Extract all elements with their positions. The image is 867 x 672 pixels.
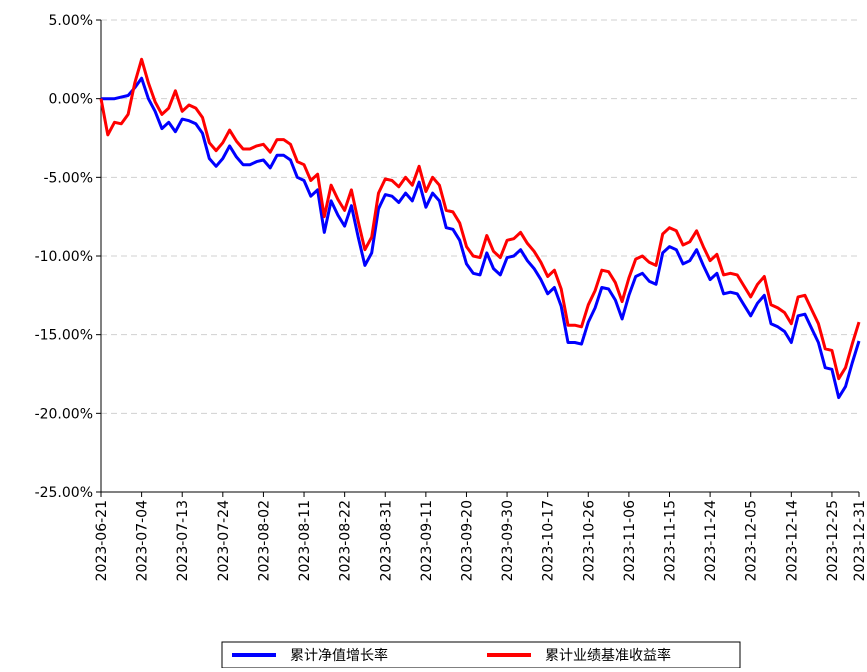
y-tick-label: -5.00% bbox=[43, 170, 93, 186]
x-tick-label: 2023-11-15 bbox=[663, 500, 679, 581]
x-tick-label: 2023-12-14 bbox=[784, 500, 800, 581]
y-tick-label: -10.00% bbox=[35, 249, 93, 265]
x-tick-label: 2023-09-30 bbox=[500, 500, 516, 581]
y-tick-label: -25.00% bbox=[35, 485, 93, 501]
x-tick-label: 2023-08-02 bbox=[256, 500, 272, 581]
x-tick-label: 2023-11-06 bbox=[622, 500, 638, 581]
x-tick-label: 2023-09-20 bbox=[459, 500, 475, 581]
x-tick-label: 2023-06-21 bbox=[94, 500, 110, 581]
x-tick-label: 2023-09-11 bbox=[419, 500, 435, 581]
y-tick-label: -15.00% bbox=[35, 328, 93, 344]
legend-label: 累计业绩基准收益率 bbox=[545, 647, 671, 664]
x-tick-label: 2023-07-24 bbox=[216, 500, 232, 581]
x-tick-label: 2023-08-22 bbox=[338, 500, 354, 581]
legend-label: 累计净值增长率 bbox=[290, 647, 388, 664]
x-tick-label: 2023-10-26 bbox=[581, 500, 597, 581]
x-tick-label: 2023-12-25 bbox=[825, 500, 841, 581]
x-tick-label: 2023-07-13 bbox=[175, 500, 191, 581]
x-tick-label: 2023-10-17 bbox=[541, 500, 557, 581]
legend-box bbox=[221, 641, 741, 669]
x-tick-label: 2023-07-04 bbox=[135, 500, 151, 581]
x-tick-label: 2023-11-24 bbox=[703, 500, 719, 581]
x-tick-label: 2023-08-31 bbox=[378, 500, 394, 581]
y-tick-label: 5.00% bbox=[49, 13, 93, 29]
series-line bbox=[101, 76, 861, 400]
y-tick-label: -20.00% bbox=[35, 406, 93, 422]
x-tick-label: 2023-12-05 bbox=[744, 500, 760, 581]
series-line bbox=[99, 57, 861, 381]
x-tick-label: 2023-12-31 bbox=[852, 500, 867, 581]
x-tick-label: 2023-08-11 bbox=[297, 500, 313, 581]
y-tick-label: 0.00% bbox=[49, 92, 93, 108]
